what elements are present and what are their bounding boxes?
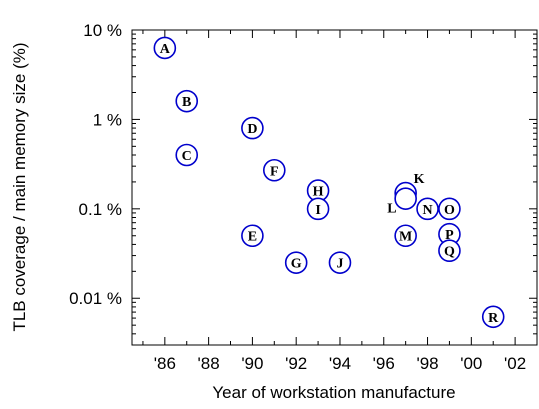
data-point-m: M <box>394 224 417 248</box>
point-marker <box>416 197 439 221</box>
point-label: I <box>315 203 320 218</box>
point-marker <box>438 239 461 263</box>
point-marker <box>262 158 286 182</box>
data-point-g: G <box>284 251 308 274</box>
point-label: Q <box>444 245 455 260</box>
point-label: D <box>247 122 257 137</box>
data-point-l: L <box>387 187 417 217</box>
data-point-a: A <box>153 36 177 60</box>
data-point-n: N <box>416 197 439 221</box>
point-marker <box>306 197 330 221</box>
point-marker <box>481 305 505 329</box>
x-tick-label: '86 <box>154 354 176 373</box>
point-marker <box>284 251 308 274</box>
data-point-f: F <box>262 158 286 182</box>
data-point-o: O <box>438 197 461 221</box>
point-label: N <box>422 203 432 218</box>
x-tick-label: '98 <box>416 354 438 373</box>
point-label: M <box>399 230 412 245</box>
point-marker <box>328 251 352 274</box>
point-marker <box>394 224 417 248</box>
data-point-p: P <box>438 222 461 246</box>
point-label: C <box>182 149 192 164</box>
x-tick-label: '00 <box>460 354 482 373</box>
point-marker <box>438 197 461 221</box>
point-label: H <box>313 185 324 200</box>
data-point-i: I <box>306 197 330 221</box>
data-point-r: R <box>481 305 505 329</box>
plot-frame <box>131 29 538 346</box>
point-label: F <box>270 164 279 179</box>
point-label: A <box>160 42 171 57</box>
data-point-d: D <box>241 116 264 140</box>
y-axis: 10 % 1 % 0.1 % 0.01 % <box>69 21 537 346</box>
y-axis-title: TLB coverage / main memory size (%) <box>10 42 29 331</box>
point-marker <box>241 224 264 248</box>
data-point-e: E <box>241 224 264 248</box>
y-tick-label: 1 % <box>93 110 122 129</box>
point-label: R <box>488 311 499 326</box>
point-marker <box>394 187 417 210</box>
y-tick-label: 10 % <box>83 21 122 40</box>
data-points: A B C D E F G HI J K LMN OPQ R <box>153 36 505 329</box>
data-point-j: J <box>328 251 352 274</box>
point-label: G <box>291 257 302 272</box>
point-marker <box>153 36 177 60</box>
x-tick-label: '02 <box>504 354 526 373</box>
y-tick-label: 0.1 % <box>79 200 122 219</box>
y-tick-label: 0.01 % <box>69 289 122 308</box>
point-label: O <box>444 203 455 218</box>
point-marker <box>241 116 264 140</box>
x-tick-label: '96 <box>373 354 395 373</box>
point-marker <box>175 89 199 113</box>
x-tick-label: '92 <box>285 354 307 373</box>
point-label: K <box>414 172 425 187</box>
point-label: E <box>248 230 257 245</box>
data-point-q: Q <box>438 239 461 263</box>
x-tick-label: '94 <box>329 354 351 373</box>
x-axis: '86 '88 '90 '92 '94 '96 '98 '00 '02 <box>142 30 538 373</box>
data-point-b: B <box>175 89 199 113</box>
point-label: L <box>387 202 396 217</box>
x-tick-label: '88 <box>198 354 220 373</box>
point-label: B <box>182 95 191 110</box>
point-marker <box>175 143 199 167</box>
point-label: P <box>445 228 454 243</box>
x-tick-label: '90 <box>241 354 263 373</box>
point-label: J <box>336 257 343 272</box>
x-axis-title: Year of workstation manufacture <box>212 383 455 402</box>
data-point-c: C <box>175 143 199 167</box>
